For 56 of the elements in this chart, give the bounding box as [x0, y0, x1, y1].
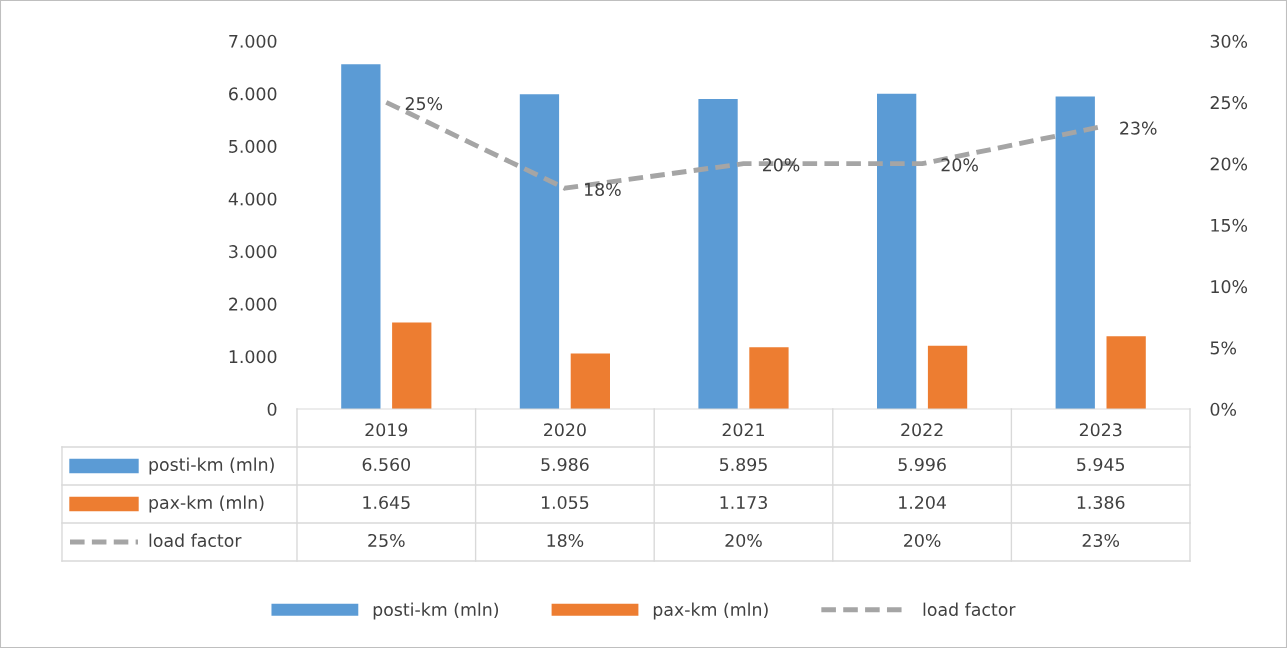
- y2-tick-label: 5%: [1210, 341, 1237, 355]
- y2-tick-label: 30%: [1210, 34, 1248, 48]
- legend-label: load factor: [149, 533, 242, 548]
- data-label: 5.945: [1077, 457, 1125, 472]
- y2-tick-label: 0%: [1210, 402, 1237, 416]
- y-tick-label: 0: [267, 402, 277, 416]
- data-label: 5.996: [898, 457, 946, 472]
- x-tick-label: 2021: [722, 423, 764, 437]
- data-label: 18%: [547, 533, 584, 548]
- y2-tick-label: 20%: [1210, 157, 1248, 171]
- y-tick-label: 5.000: [229, 139, 277, 153]
- y-tick-label: 4.000: [228, 192, 277, 206]
- data-label: 1.386: [1077, 495, 1125, 510]
- bar: [698, 99, 738, 409]
- y-tick-label: 3.000: [229, 245, 277, 259]
- data-label: 1.204: [899, 495, 946, 510]
- text: posti-km (mln): [373, 602, 499, 620]
- text: 18%: [585, 182, 621, 197]
- y2-tick-label: 25%: [1210, 96, 1248, 110]
- text: pax-km (mln): [653, 602, 768, 620]
- bar: [749, 347, 789, 409]
- y-tick-label: 6.000: [229, 87, 277, 101]
- y-tick-label: 1.000: [229, 350, 277, 364]
- data-label: 25%: [368, 533, 405, 548]
- bar: [1106, 336, 1146, 409]
- legend-label: pax-km (mln): [149, 495, 264, 513]
- data-label: 6.560: [362, 457, 410, 472]
- text: 25%: [405, 97, 443, 111]
- data-label: 1.645: [363, 495, 410, 510]
- bar: [570, 353, 610, 409]
- bar: [927, 345, 968, 409]
- x-tick-label: 2019: [365, 423, 408, 437]
- y2-tick-label: 15%: [1211, 218, 1248, 232]
- y2-tick-label: 10%: [1211, 280, 1248, 294]
- bar: [877, 93, 917, 409]
- data-label: 20%: [725, 533, 762, 548]
- bar: [519, 94, 560, 409]
- text: 23%: [1120, 121, 1157, 135]
- bar: [341, 64, 381, 409]
- text: load factor: [923, 602, 1016, 617]
- y-tick-label: 2.000: [229, 297, 277, 311]
- data-label: 20%: [904, 533, 941, 548]
- text: 20%: [762, 158, 800, 172]
- bar: [392, 322, 432, 409]
- x-tick-label: 2022: [901, 423, 943, 437]
- x-tick-label: 2020: [544, 423, 586, 437]
- legend-label: posti-km (mln): [149, 457, 274, 475]
- data-label: 5.895: [719, 457, 767, 472]
- data-label: 23%: [1082, 533, 1120, 548]
- x-tick-label: 2023: [1079, 423, 1122, 437]
- data-label: 5.986: [541, 457, 589, 472]
- text: 20%: [941, 158, 978, 172]
- data-label: 1.173: [720, 495, 767, 510]
- data-label: 1.055: [541, 495, 589, 510]
- bar: [1055, 96, 1095, 409]
- y-tick-label: 7.000: [229, 34, 277, 48]
